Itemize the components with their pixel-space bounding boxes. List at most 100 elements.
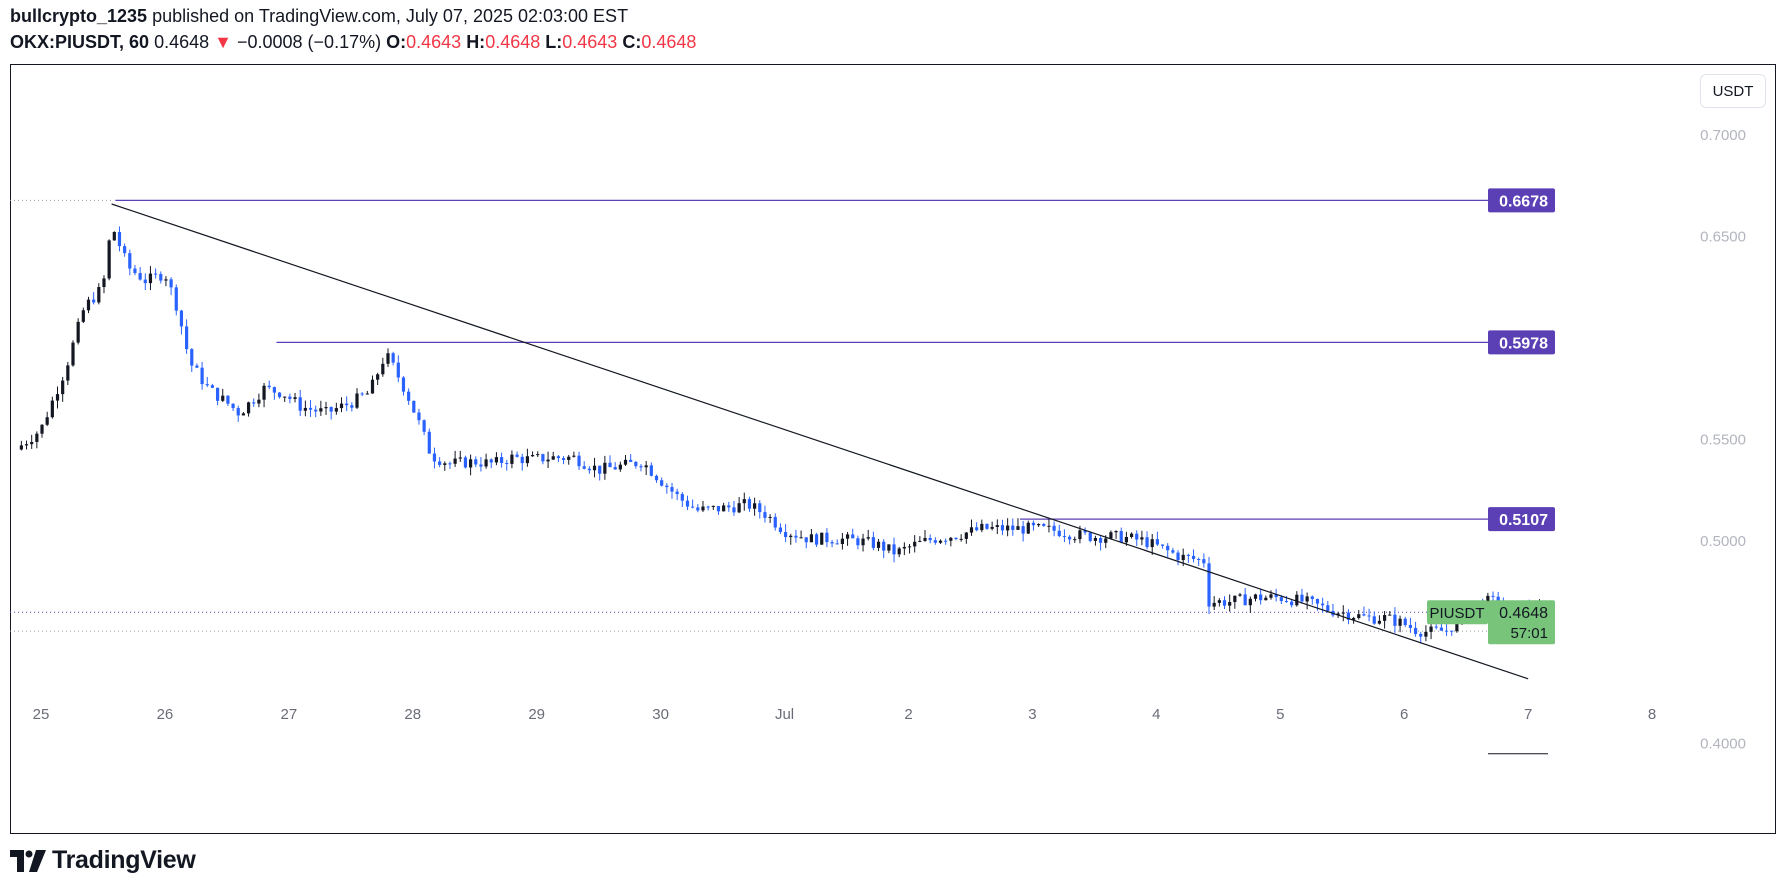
candle-body: [577, 455, 581, 467]
candle-body: [1150, 539, 1154, 548]
candle-body: [551, 456, 555, 460]
candle-body: [458, 457, 462, 459]
candle-body: [830, 542, 834, 544]
candle-body: [876, 541, 881, 548]
candle-body: [944, 540, 948, 542]
tradingview-logo[interactable]: TradingView: [10, 846, 196, 875]
candle-body: [923, 537, 927, 541]
candle-body: [236, 408, 240, 416]
candle-body: [1124, 536, 1129, 543]
candle-body: [789, 535, 793, 538]
candle-body: [954, 537, 958, 539]
candle-body: [107, 240, 111, 279]
candle-body: [964, 532, 968, 539]
candle-body: [1047, 525, 1051, 527]
candle-body: [753, 503, 757, 509]
candle-body: [443, 463, 447, 465]
candle-body: [329, 407, 333, 412]
candle-body: [61, 380, 65, 395]
candle-body: [1455, 617, 1459, 632]
candle-body: [350, 405, 354, 408]
tradingview-logo-icon: [10, 849, 46, 872]
y-tick-label: 0.4000: [1700, 736, 1746, 753]
candle-body: [949, 537, 953, 541]
candle-body: [221, 395, 225, 401]
candle-body: [1305, 596, 1309, 602]
candle-body: [210, 385, 215, 388]
candle-body: [215, 387, 220, 401]
x-axis: 25 26 27 28 29 30 Jul 2 3 4 5 6 7 8: [33, 706, 1657, 723]
candle-body: [1326, 605, 1330, 611]
candle-body: [660, 480, 664, 486]
candle-body: [50, 400, 54, 418]
candle-body: [365, 393, 369, 395]
candle-body: [809, 534, 814, 543]
candle-body: [241, 413, 246, 416]
candle-body: [1413, 627, 1418, 634]
candle-body: [644, 465, 648, 468]
candle-body: [45, 417, 49, 425]
candle-body: [1279, 597, 1283, 602]
x-tick-label: 28: [404, 706, 421, 723]
author-name[interactable]: bullcrypto_1235: [10, 6, 148, 26]
candle-body: [587, 468, 591, 471]
candle-body: [1217, 600, 1221, 603]
open-label: O:: [386, 32, 407, 52]
candle-body: [1259, 594, 1263, 601]
candle-body: [639, 466, 643, 468]
candle-body: [654, 475, 659, 481]
candle-body: [933, 540, 937, 543]
candle-body: [438, 461, 442, 465]
candle-body: [701, 506, 705, 511]
candle-body: [66, 365, 70, 381]
candle-body: [1398, 618, 1402, 626]
candle-body: [871, 537, 875, 548]
price-tags-layer: 0.6678 0.5978 0.5107 PIUSDT 0.4648 57:01: [1427, 188, 1555, 645]
current-price-tag: [1488, 600, 1555, 645]
candles-layer: [19, 226, 1542, 644]
candle-body: [938, 540, 943, 543]
candle-body: [159, 274, 163, 281]
candle-body: [499, 457, 504, 464]
candle-body: [1212, 602, 1216, 607]
candle-body: [980, 523, 984, 531]
candle-body: [1264, 597, 1268, 601]
candle-body: [1202, 559, 1206, 564]
x-tick-label: 26: [157, 706, 174, 723]
y-axis: 0.4000 0.5000 0.5500 0.6500 0.7000: [1488, 127, 1746, 755]
candle-body: [24, 444, 29, 446]
candle-body: [763, 512, 767, 518]
candle-body: [102, 278, 106, 288]
candle-body: [1011, 525, 1015, 530]
candle-body: [355, 393, 359, 408]
candle-body: [484, 459, 488, 467]
chart-frame: [10, 64, 1776, 834]
candle-body: [1166, 545, 1170, 551]
candle-body: [283, 396, 287, 398]
candle-body: [1062, 536, 1067, 538]
candle-body: [169, 279, 173, 288]
candle-body: [386, 353, 390, 364]
candle-body: [1160, 544, 1165, 546]
candle-body: [845, 534, 850, 539]
candle-body: [1491, 595, 1495, 597]
candle-body: [866, 537, 870, 539]
candle-body: [747, 499, 752, 509]
candle-body: [1021, 526, 1025, 534]
candle-body: [86, 299, 91, 311]
candle-body: [1393, 614, 1397, 626]
candle-body: [1274, 594, 1278, 598]
x-tick-label: 25: [33, 706, 50, 723]
candle-body: [1000, 525, 1005, 531]
candle-body: [128, 253, 132, 269]
candle-body: [1186, 554, 1190, 556]
candle-body: [851, 534, 855, 539]
candle-body: [376, 374, 380, 380]
candle-body: [567, 456, 571, 460]
candle-body: [902, 546, 906, 549]
last-price: 0.4648: [154, 32, 210, 52]
candle-body: [1140, 537, 1144, 540]
symbol-info-line: OKX:PIUSDT, 60 0.4648 ▼ −0.0008 (−0.17%)…: [10, 32, 696, 53]
currency-button[interactable]: USDT: [1700, 74, 1766, 108]
